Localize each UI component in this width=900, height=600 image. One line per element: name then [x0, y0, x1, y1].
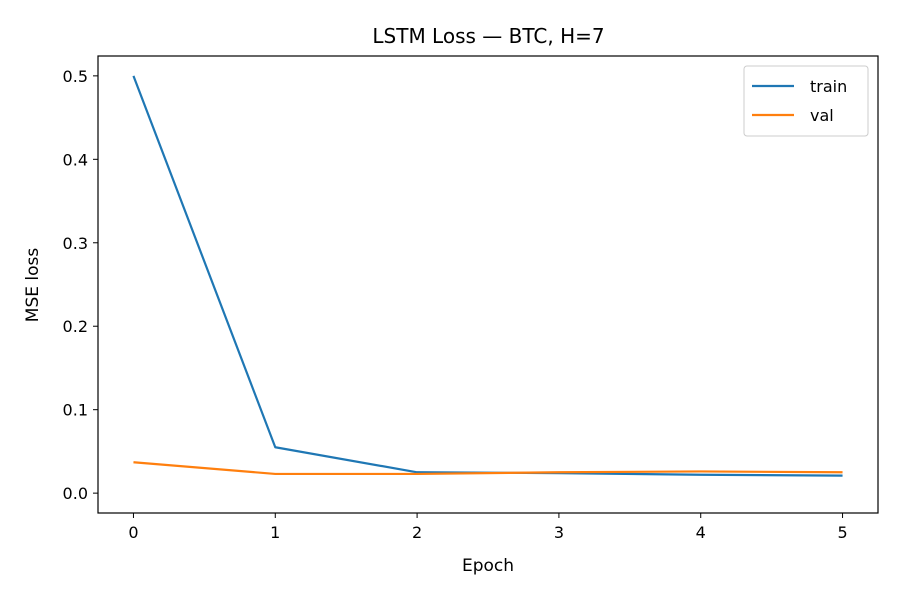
axes-layer: 0 1 2 3 4 5 0.0 0.1 0.2 0.3 0.4 0.5: [63, 67, 848, 542]
x-axis-label: Epoch: [462, 556, 514, 576]
legend-label-val: val: [810, 106, 834, 125]
y-tick-label: 0.0: [63, 484, 88, 503]
x-tick-label: 0: [128, 523, 138, 542]
y-tick-label: 0.5: [63, 67, 88, 86]
x-tick-label: 2: [412, 523, 422, 542]
y-tick-label: 0.4: [63, 150, 88, 169]
x-tick-label: 1: [270, 523, 280, 542]
y-tick-label: 0.1: [63, 401, 88, 420]
x-tick-label: 4: [696, 523, 706, 542]
legend-box: [743, 65, 869, 137]
y-tick-label: 0.3: [63, 234, 88, 253]
series-layer: [132, 75, 843, 477]
series-line-val: [133, 461, 843, 476]
x-tick-label: 5: [837, 523, 847, 542]
plot-frame: [97, 55, 879, 514]
y-tick-label: 0.2: [63, 317, 88, 336]
legend: train val: [743, 65, 869, 137]
x-tick-label: 3: [554, 523, 564, 542]
legend-label-train: train: [810, 77, 847, 96]
chart-title: LSTM Loss — BTC, H=7: [372, 24, 604, 48]
y-axis-label: MSE loss: [23, 248, 43, 323]
